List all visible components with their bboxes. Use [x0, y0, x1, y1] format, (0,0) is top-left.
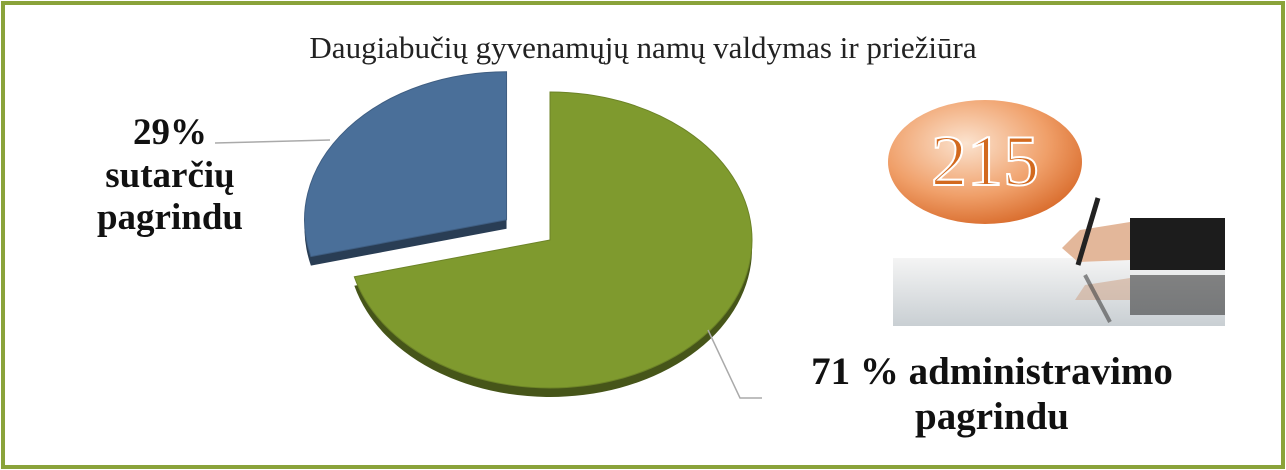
chart-title: Daugiabučių gyvenamųjų namų valdymas ir … [309, 30, 976, 65]
value-label: 71 % [811, 350, 899, 393]
slice-label: 29% sutarčių pagrindu [70, 112, 270, 240]
category-label: sutarčių pagrindu [97, 155, 243, 239]
value-label: 29% [133, 112, 207, 153]
slice-label: 71 % administravimo pagrindu [752, 350, 1232, 440]
page: Daugiabučių gyvenamųjų namų valdymas ir … [0, 0, 1286, 470]
category-label: administravimo pagrindu [909, 350, 1173, 438]
badge-number: 215 [931, 121, 1039, 201]
